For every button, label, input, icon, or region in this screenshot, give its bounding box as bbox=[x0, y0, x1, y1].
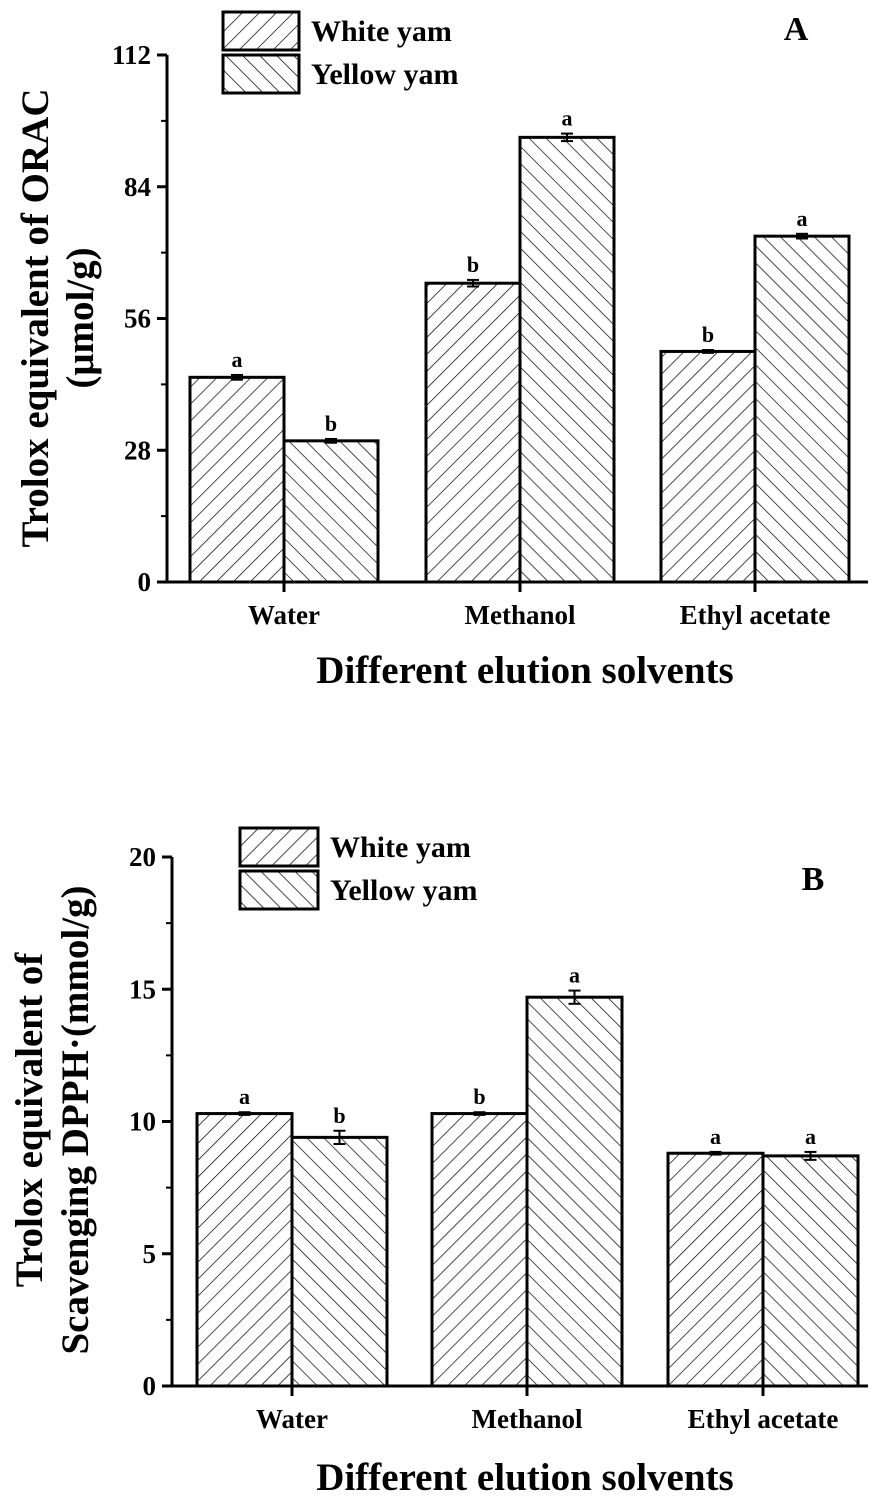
bar bbox=[659, 349, 757, 584]
bar bbox=[290, 1135, 389, 1388]
y-tick-label: 0 bbox=[138, 567, 152, 597]
y-tick-label: 112 bbox=[112, 40, 151, 70]
bar bbox=[761, 1154, 860, 1388]
significance-label: a bbox=[569, 963, 580, 988]
x-tick-label: Ethyl acetate bbox=[688, 1404, 839, 1434]
significance-label: b bbox=[467, 252, 479, 277]
legend-label: White yam bbox=[330, 831, 471, 864]
x-tick-label: Methanol bbox=[465, 600, 576, 630]
x-axis-title: Different elution solvents bbox=[316, 649, 733, 692]
y-tick-label: 0 bbox=[143, 1371, 157, 1401]
y-axis-title-line1: Trolox equivalent of bbox=[8, 952, 51, 1287]
y-tick-label: 10 bbox=[129, 1107, 156, 1137]
panel-letter: B bbox=[802, 861, 825, 898]
y-axis-title-line2: Scavenging DPPH·(mmol/g) bbox=[54, 885, 97, 1354]
bar bbox=[666, 1151, 765, 1388]
significance-label: a bbox=[805, 1124, 816, 1149]
bar bbox=[282, 439, 380, 584]
significance-label: a bbox=[562, 106, 573, 131]
significance-label: b bbox=[702, 322, 714, 347]
bar bbox=[188, 375, 286, 584]
legend-swatch bbox=[221, 10, 301, 52]
y-axis-title-line2: (μmol/g) bbox=[59, 247, 102, 388]
chart-panel-a: Trolox equivalent of ORAC (μmol/g) Diffe… bbox=[14, 10, 868, 692]
legend-label: Yellow yam bbox=[311, 58, 458, 91]
y-axis-title-line1: Trolox equivalent of ORAC bbox=[14, 89, 57, 548]
chart-panel-b: Trolox equivalent of Scavenging DPPH·(mm… bbox=[8, 826, 868, 1499]
bar bbox=[525, 995, 624, 1388]
y-tick-label: 28 bbox=[124, 435, 151, 465]
bar bbox=[195, 1112, 294, 1388]
bar bbox=[430, 1112, 529, 1388]
x-tick-label: Water bbox=[248, 600, 320, 630]
bar bbox=[518, 135, 616, 584]
y-tick-label: 5 bbox=[143, 1239, 157, 1269]
bar bbox=[753, 234, 851, 584]
y-tick-label: 56 bbox=[124, 304, 151, 334]
legend-label: Yellow yam bbox=[330, 874, 477, 907]
x-tick-label: Water bbox=[256, 1404, 328, 1434]
y-tick-label: 20 bbox=[129, 842, 156, 872]
legend-swatch bbox=[221, 53, 301, 95]
x-tick-label: Methanol bbox=[472, 1404, 583, 1434]
significance-label: a bbox=[239, 1084, 250, 1109]
x-axis-title: Different elution solvents bbox=[316, 1456, 733, 1498]
significance-label: a bbox=[797, 206, 808, 231]
significance-label: a bbox=[710, 1124, 721, 1149]
significance-label: b bbox=[325, 411, 337, 436]
x-tick-label: Ethyl acetate bbox=[680, 600, 831, 630]
legend-label: White yam bbox=[311, 15, 452, 48]
significance-label: a bbox=[232, 347, 243, 372]
panel-letter: A bbox=[784, 11, 809, 48]
legend-swatch bbox=[238, 869, 320, 911]
bar bbox=[424, 281, 522, 584]
legend-swatch bbox=[238, 826, 320, 868]
y-tick-label: 84 bbox=[124, 172, 151, 202]
y-tick-label: 15 bbox=[129, 974, 156, 1004]
significance-label: b bbox=[333, 1103, 345, 1128]
significance-label: b bbox=[473, 1084, 485, 1109]
